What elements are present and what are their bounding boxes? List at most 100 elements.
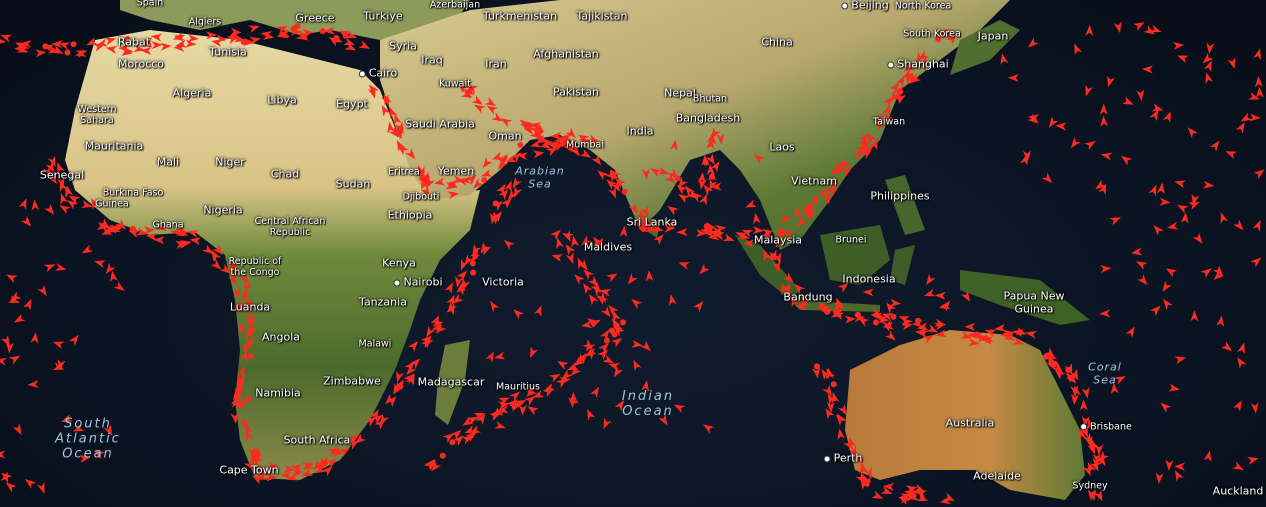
ship-arrow-icon[interactable] xyxy=(533,304,545,317)
ship-arrow-icon[interactable] xyxy=(103,262,116,277)
ship-arrow-icon[interactable] xyxy=(107,221,121,235)
ship-arrow-icon[interactable] xyxy=(243,458,257,473)
ship-arrow-icon[interactable] xyxy=(444,281,456,294)
ship-arrow-icon[interactable] xyxy=(901,320,913,331)
ship-arrow-icon[interactable] xyxy=(344,42,358,54)
ship-arrow-icon[interactable] xyxy=(525,403,539,416)
ship-arrow-icon[interactable] xyxy=(700,182,714,196)
ship-arrow-icon[interactable] xyxy=(266,462,279,473)
ship-arrow-icon[interactable] xyxy=(446,293,458,307)
ship-arrow-icon[interactable] xyxy=(71,423,85,436)
ship-arrow-icon[interactable] xyxy=(498,394,511,406)
ship-arrow-icon[interactable] xyxy=(1217,211,1229,224)
ship-arrow-icon[interactable] xyxy=(1052,362,1066,375)
ship-arrow-icon[interactable] xyxy=(185,39,197,48)
ship-arrow-icon[interactable] xyxy=(298,29,311,41)
ship-arrow-icon[interactable] xyxy=(456,268,470,282)
moored-ship-dot[interactable] xyxy=(245,396,252,403)
ship-arrow-icon[interactable] xyxy=(27,380,39,389)
ship-arrow-icon[interactable] xyxy=(56,179,68,193)
ship-arrow-icon[interactable] xyxy=(600,306,614,320)
ship-arrow-icon[interactable] xyxy=(782,227,795,240)
moored-ship-dot[interactable] xyxy=(449,439,456,446)
moored-ship-dot[interactable] xyxy=(935,36,942,43)
moored-ship-dot[interactable] xyxy=(469,260,476,267)
ship-arrow-icon[interactable] xyxy=(1094,489,1106,503)
ship-arrow-icon[interactable] xyxy=(914,488,927,499)
ship-arrow-icon[interactable] xyxy=(153,236,165,245)
ship-arrow-icon[interactable] xyxy=(447,189,460,200)
ship-arrow-icon[interactable] xyxy=(658,414,670,428)
ship-arrow-icon[interactable] xyxy=(285,472,299,484)
ship-arrow-icon[interactable] xyxy=(386,393,399,407)
ship-arrow-icon[interactable] xyxy=(404,359,418,373)
ship-arrow-icon[interactable] xyxy=(403,364,417,378)
ship-arrow-icon[interactable] xyxy=(916,493,929,504)
ship-arrow-icon[interactable] xyxy=(1202,71,1214,84)
ship-arrow-icon[interactable] xyxy=(47,172,60,187)
ship-arrow-icon[interactable] xyxy=(943,492,956,505)
ship-arrow-icon[interactable] xyxy=(511,306,525,320)
ship-arrow-icon[interactable] xyxy=(600,417,612,431)
ship-arrow-icon[interactable] xyxy=(283,464,296,474)
ship-arrow-icon[interactable] xyxy=(364,414,379,427)
ship-arrow-icon[interactable] xyxy=(1189,193,1200,207)
ship-arrow-icon[interactable] xyxy=(145,232,158,241)
ship-arrow-icon[interactable] xyxy=(635,209,649,223)
moored-ship-dot[interactable] xyxy=(230,263,237,270)
ship-arrow-icon[interactable] xyxy=(176,228,190,240)
ship-arrow-icon[interactable] xyxy=(395,142,409,156)
ship-arrow-icon[interactable] xyxy=(1190,310,1199,322)
ship-arrow-icon[interactable] xyxy=(8,352,23,365)
ship-arrow-icon[interactable] xyxy=(582,339,596,353)
ship-arrow-icon[interactable] xyxy=(1255,86,1264,98)
ship-arrow-icon[interactable] xyxy=(60,414,73,426)
ship-arrow-icon[interactable] xyxy=(489,409,502,422)
ship-arrow-icon[interactable] xyxy=(65,197,79,210)
ship-arrow-icon[interactable] xyxy=(715,223,727,233)
ship-arrow-icon[interactable] xyxy=(1174,462,1186,471)
ship-arrow-icon[interactable] xyxy=(45,161,58,174)
ship-arrow-icon[interactable] xyxy=(1141,65,1154,74)
ship-arrow-icon[interactable] xyxy=(498,187,511,201)
ship-arrow-icon[interactable] xyxy=(450,427,465,441)
ship-arrow-icon[interactable] xyxy=(418,177,429,191)
ship-arrow-icon[interactable] xyxy=(880,486,894,498)
ship-arrow-icon[interactable] xyxy=(230,412,240,424)
ship-arrow-icon[interactable] xyxy=(1092,453,1102,465)
ship-arrow-icon[interactable] xyxy=(875,119,885,131)
moored-ship-dot[interactable] xyxy=(481,177,488,184)
ship-arrow-icon[interactable] xyxy=(794,215,808,230)
ship-arrow-icon[interactable] xyxy=(160,42,172,51)
ship-arrow-icon[interactable] xyxy=(855,142,870,155)
ship-arrow-icon[interactable] xyxy=(358,40,371,52)
ship-arrow-icon[interactable] xyxy=(1234,355,1247,369)
moored-ship-dot[interactable] xyxy=(64,49,71,56)
ship-arrow-icon[interactable] xyxy=(1173,41,1185,50)
ship-arrow-icon[interactable] xyxy=(378,103,391,117)
ship-arrow-icon[interactable] xyxy=(1249,113,1261,122)
ship-arrow-icon[interactable] xyxy=(772,236,785,248)
ship-arrow-icon[interactable] xyxy=(818,367,831,381)
ship-arrow-icon[interactable] xyxy=(505,188,518,203)
ship-arrow-icon[interactable] xyxy=(1096,450,1110,465)
ship-arrow-icon[interactable] xyxy=(1020,153,1031,166)
ship-arrow-icon[interactable] xyxy=(716,133,726,145)
ship-arrow-icon[interactable] xyxy=(526,346,539,359)
ship-arrow-icon[interactable] xyxy=(1085,24,1094,36)
ship-arrow-icon[interactable] xyxy=(998,52,1009,65)
ship-arrow-icon[interactable] xyxy=(708,127,721,141)
ship-arrow-icon[interactable] xyxy=(695,228,708,238)
ship-arrow-icon[interactable] xyxy=(585,346,598,360)
ship-arrow-icon[interactable] xyxy=(121,47,133,57)
ship-arrow-icon[interactable] xyxy=(392,381,405,396)
ship-arrow-icon[interactable] xyxy=(880,310,894,321)
ship-arrow-icon[interactable] xyxy=(675,176,688,191)
ship-arrow-icon[interactable] xyxy=(104,224,116,234)
ship-arrow-icon[interactable] xyxy=(318,454,332,469)
ship-arrow-icon[interactable] xyxy=(667,293,677,306)
ship-arrow-icon[interactable] xyxy=(590,234,604,248)
ship-arrow-icon[interactable] xyxy=(674,182,688,195)
ship-arrow-icon[interactable] xyxy=(858,462,868,475)
ship-arrow-icon[interactable] xyxy=(870,307,883,320)
